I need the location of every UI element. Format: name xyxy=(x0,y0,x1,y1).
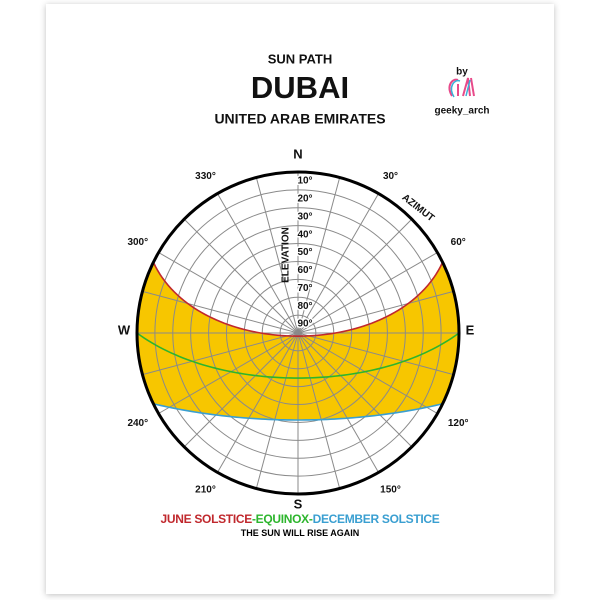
subtitle: SUN PATH xyxy=(268,51,333,66)
cardinal-north: N xyxy=(293,146,302,161)
azimuth-spoke xyxy=(142,290,299,334)
cardinal-east: E xyxy=(466,322,475,337)
azimuth-spoke xyxy=(297,332,438,414)
june-solstice-path xyxy=(152,261,444,337)
sun-path-diagram xyxy=(135,170,461,496)
azimuth-label: 300° xyxy=(127,237,148,248)
azimuth-spoke xyxy=(297,332,413,448)
elevation-label: 60° xyxy=(297,265,312,276)
azimuth-spoke xyxy=(183,332,299,448)
elevation-label: 40° xyxy=(297,229,312,240)
azimuth-label: 120° xyxy=(448,418,469,429)
azimuth-spoke xyxy=(297,193,379,334)
azimuth-label: 210° xyxy=(195,484,216,495)
cardinal-west: W xyxy=(118,322,131,337)
azimuth-label: 240° xyxy=(127,418,148,429)
elevation-label: 70° xyxy=(297,283,312,294)
azimuth-spoke xyxy=(158,332,299,414)
azimuth-spoke xyxy=(158,252,299,334)
logo-stroke xyxy=(448,77,475,97)
legend-separator: - xyxy=(251,512,256,526)
elevation-label: 30° xyxy=(297,211,312,222)
azimuth-spoke xyxy=(297,218,413,334)
azimuth-spoke xyxy=(297,332,341,489)
december-solstice-path xyxy=(153,403,443,421)
azimuth-label: 30° xyxy=(383,171,398,182)
tagline: THE SUN WILL RISE AGAIN xyxy=(240,528,360,538)
country: UNITED ARAB EMIRATES xyxy=(214,111,385,127)
elevation-title: ELEVATION xyxy=(281,227,292,283)
elevation-label: 80° xyxy=(297,301,312,312)
azimuth-spoke xyxy=(255,177,299,334)
azimuth-label: 150° xyxy=(380,484,401,495)
azimuth-spoke xyxy=(297,252,438,334)
logo-stroke xyxy=(450,79,471,98)
legend-equinox: EQUINOX xyxy=(255,512,310,526)
azimuth-spoke xyxy=(297,332,454,376)
credit-logo xyxy=(448,77,475,98)
elevation-label: 50° xyxy=(297,247,312,258)
azimuth-label: 330° xyxy=(195,171,216,182)
azimuth-label: 60° xyxy=(451,237,466,248)
azimuth-spoke xyxy=(255,332,299,489)
azimuth-spoke xyxy=(297,332,379,473)
equinox-path xyxy=(136,332,460,379)
azimuth-spoke xyxy=(217,193,299,334)
cardinal-south: S xyxy=(294,496,303,511)
credit-by: by xyxy=(456,67,468,78)
legend-december: DECEMBER SOLSTICE xyxy=(312,512,440,526)
azimuth-spoke xyxy=(217,332,299,473)
legend-separator: - xyxy=(308,512,313,526)
azimuth-spoke xyxy=(183,218,299,334)
horizon-circle xyxy=(135,170,461,496)
azimuth-spoke xyxy=(297,290,454,334)
elevation-label: 20° xyxy=(297,193,312,204)
legend: JUNE SOLSTICE-EQUINOX-DECEMBER SOLSTICE xyxy=(0,512,600,526)
elevation-label: 10° xyxy=(297,176,312,187)
azimuth-spoke xyxy=(297,177,341,334)
azimuth-spoke xyxy=(142,332,299,376)
city-title: DUBAI xyxy=(251,70,349,105)
elevation-label: 90° xyxy=(297,319,312,330)
credit-handle: geeky_arch xyxy=(434,106,489,117)
legend-june: JUNE SOLSTICE xyxy=(160,512,252,526)
